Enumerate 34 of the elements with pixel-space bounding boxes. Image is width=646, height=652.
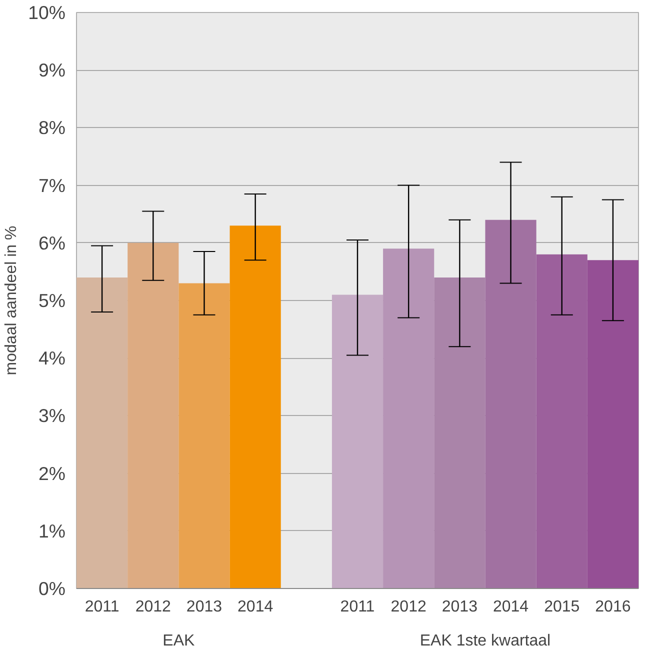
x-tick-label: 2015	[544, 598, 580, 616]
y-tick-label: 3%	[38, 405, 66, 426]
x-tick-label: 2012	[135, 598, 172, 616]
x-tick-label: 2012	[390, 598, 426, 616]
y-tick-label: 5%	[38, 290, 66, 311]
bar	[536, 254, 588, 588]
y-tick-label: 1%	[38, 520, 66, 542]
y-tick-label: 6%	[38, 232, 66, 254]
bar	[76, 277, 128, 588]
y-tick-label: 4%	[38, 348, 66, 369]
bar	[230, 226, 281, 588]
bar	[587, 260, 638, 588]
bar	[383, 248, 434, 588]
x-tick-label: 2011	[340, 598, 375, 616]
y-tick-label: 10%	[28, 2, 66, 23]
x-tick-label: 2011	[84, 598, 120, 616]
bar	[178, 283, 230, 588]
bar	[128, 242, 179, 588]
text: EAK 1ste kwartaal	[420, 632, 551, 650]
y-axis-title: modaal aandeel in %	[3, 226, 20, 376]
y-tick-label: 2%	[38, 462, 66, 484]
bar	[485, 220, 536, 588]
bar	[434, 277, 486, 588]
x-tick-label: 2016	[595, 598, 631, 616]
y-tick-label: 7%	[38, 174, 66, 196]
x-tick-label: 2014	[238, 598, 274, 616]
bar	[332, 294, 384, 588]
x-tick-label: 2013	[442, 598, 478, 616]
y-tick-label: 9%	[38, 60, 66, 81]
text: EAK	[162, 632, 196, 650]
x-tick-label: 2014	[492, 598, 529, 616]
x-tick-label: 2013	[186, 598, 222, 616]
y-tick-label: 8%	[38, 117, 66, 138]
y-tick-label: 0%	[38, 578, 66, 599]
